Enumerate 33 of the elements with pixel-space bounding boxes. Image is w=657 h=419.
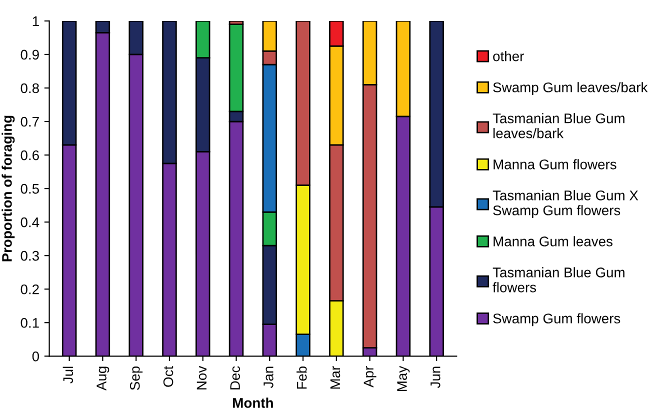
legend-label: Tasmanian Blue Gum X Swamp Gum flowers bbox=[492, 190, 638, 218]
x-tick-label: Feb bbox=[296, 366, 307, 389]
y-tick-label: 0.3 bbox=[20, 250, 39, 261]
legend-label: Manna Gum flowers bbox=[494, 159, 616, 170]
y-tick-label: 0.2 bbox=[20, 284, 39, 294]
x-tick-label: Apr bbox=[364, 366, 376, 388]
x-tick-label: Sep bbox=[130, 366, 143, 390]
y-tick-label: 0.9 bbox=[20, 50, 39, 60]
y-tick-label: 0.1 bbox=[20, 318, 39, 328]
legend-label: other bbox=[493, 51, 524, 62]
x-tick-label: Aug bbox=[96, 366, 110, 391]
x-tick-label: Oct bbox=[163, 366, 174, 387]
y-tick-label: 0 bbox=[32, 351, 40, 362]
y-tick-label: 0.4 bbox=[20, 217, 40, 228]
legend-label: Tasmanian Blue Gum flowers bbox=[492, 267, 624, 292]
x-tick-label: Mar bbox=[330, 366, 340, 389]
x-tick-label: May bbox=[397, 366, 410, 391]
legend-label: Tasmanian Blue Gum leaves/bark bbox=[492, 113, 624, 138]
y-tick-label: 0.5 bbox=[20, 184, 39, 194]
legend-label: Swamp Gum flowers bbox=[493, 313, 620, 326]
x-axis-title: Month bbox=[233, 398, 273, 408]
x-tick-label: Nov bbox=[196, 366, 207, 390]
x-tick-label: Jan bbox=[264, 366, 274, 388]
y-tick-label: 1 bbox=[32, 16, 39, 26]
x-tick-label: Jun bbox=[430, 366, 440, 388]
x-tick-label: Jul bbox=[62, 366, 74, 384]
y-axis-title: Proportion of foraging bbox=[2, 116, 15, 262]
y-tick-label: 0.8 bbox=[20, 83, 39, 94]
x-tick-label: Dec bbox=[230, 366, 240, 390]
y-tick-label: 0.6 bbox=[20, 150, 39, 160]
legend-label: Swamp Gum leaves/bark bbox=[493, 82, 648, 96]
legend-label: Manna Gum leaves bbox=[494, 236, 612, 246]
y-tick-label: 0.7 bbox=[20, 116, 39, 127]
